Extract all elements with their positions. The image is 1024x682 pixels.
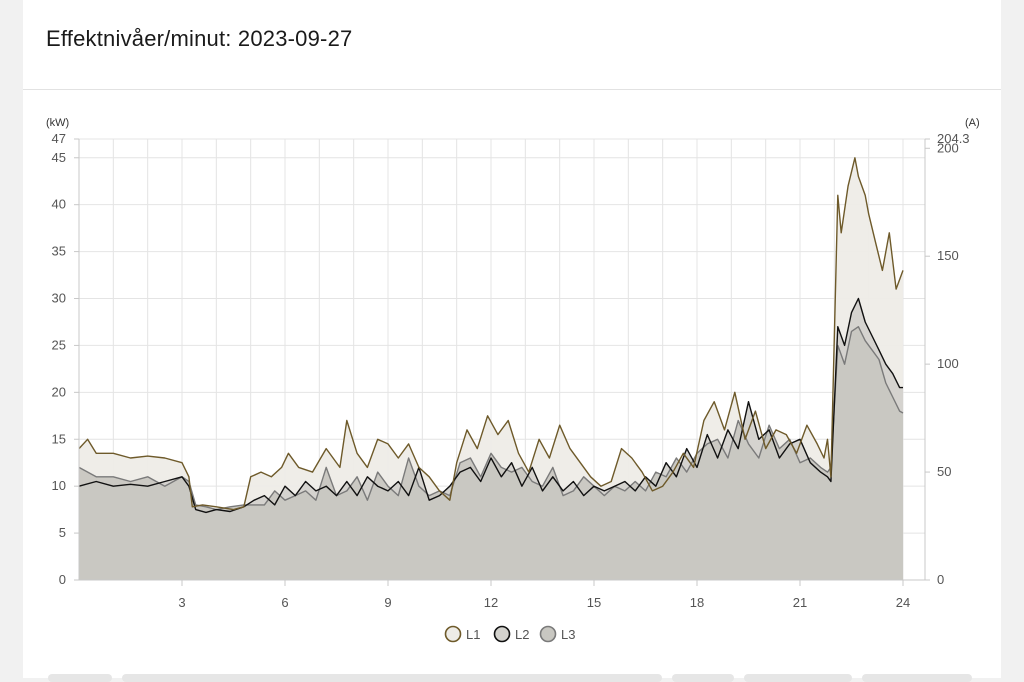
- series-line-l1: [78, 157, 904, 511]
- y-left-unit-label: (kW): [46, 117, 69, 129]
- bottom-button-placeholder: [744, 674, 852, 682]
- x-tick-label: 12: [484, 595, 498, 610]
- y-right-tick-label: 100: [937, 356, 959, 371]
- y-right-tick-label: 50: [937, 464, 951, 479]
- series-line-l2: [78, 297, 903, 514]
- bottom-button-placeholder: [48, 674, 112, 682]
- legend-label-l3: L3: [561, 627, 575, 642]
- chart-legend: L1 L2 L3: [444, 625, 575, 643]
- series-line-l3: [78, 326, 904, 511]
- chart-lines: [78, 157, 904, 514]
- y-right-unit-label: (A): [965, 117, 980, 129]
- x-tick-label: 24: [896, 595, 910, 610]
- x-tick-label: 18: [690, 595, 704, 610]
- bottom-button-placeholder: [672, 674, 734, 682]
- page-title: Effektnivåer/minut: 2023-09-27: [46, 26, 353, 51]
- y-right-tick-label: 150: [937, 248, 959, 263]
- y-left-tick-label: 0: [59, 572, 66, 587]
- legend-swatch-l2: [493, 625, 511, 643]
- bottom-button-placeholder: [862, 674, 972, 682]
- y-left-tick-label: 35: [52, 244, 66, 259]
- card-header: Effektnivåer/minut: 2023-09-27: [23, 0, 1001, 90]
- y-left-tick-label: 45: [52, 150, 66, 165]
- y-left-tick-label: 30: [52, 291, 66, 306]
- legend-label-l1: L1: [466, 627, 480, 642]
- y-left-tick-label: 47: [52, 131, 66, 146]
- y-right-tick-label: 204.3: [937, 131, 970, 146]
- y-left-tick-label: 40: [52, 197, 66, 212]
- legend-label-l2: L2: [515, 627, 529, 642]
- y-left-tick-label: 25: [52, 337, 66, 352]
- y-right-tick-label: 0: [937, 572, 944, 587]
- y-left-tick-label: 15: [52, 431, 66, 446]
- y-left-tick-label: 20: [52, 384, 66, 399]
- y-left-tick-label: 5: [59, 525, 66, 540]
- x-tick-label: 3: [178, 595, 185, 610]
- x-tick-label: 15: [587, 595, 601, 610]
- y-left-tick-label: 10: [52, 478, 66, 493]
- x-tick-label: 9: [384, 595, 391, 610]
- legend-swatch-l3: [539, 625, 557, 643]
- bottom-button-placeholder: [122, 674, 662, 682]
- y-right-tick-label: 200: [937, 140, 959, 155]
- legend-swatch-l1: [444, 625, 462, 643]
- x-tick-label: 21: [793, 595, 807, 610]
- x-tick-label: 6: [281, 595, 288, 610]
